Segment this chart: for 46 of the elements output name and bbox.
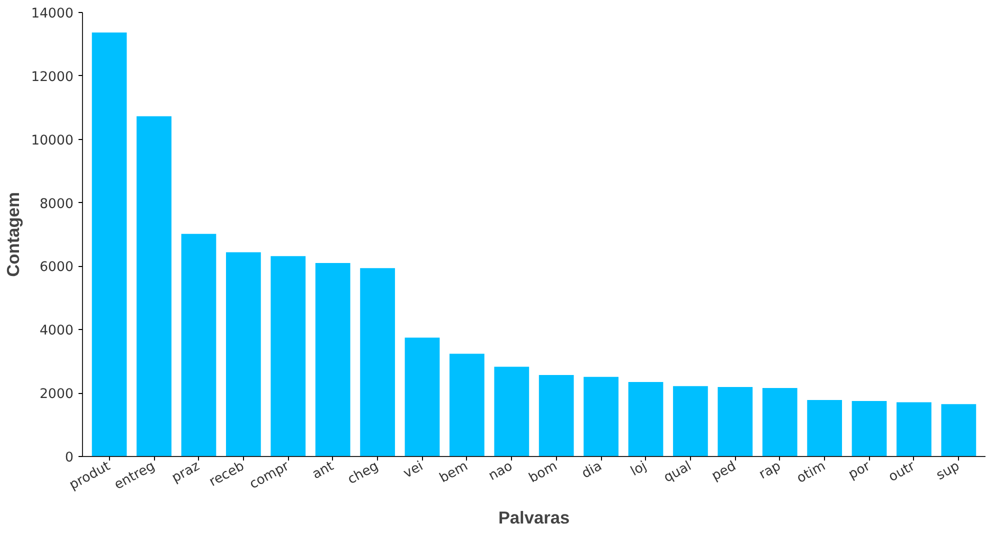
- y-tick-label: 10000: [31, 133, 74, 148]
- x-tick-label: loj: [628, 458, 650, 480]
- bar: [941, 404, 976, 456]
- x-tick-label: outr: [886, 458, 918, 486]
- y-axis-title: Contagem: [3, 192, 24, 277]
- x-tick-label: praz: [170, 458, 202, 486]
- bar: [136, 116, 172, 456]
- bar: [315, 263, 350, 456]
- x-tick-label: cheg: [345, 458, 382, 488]
- x-tick-label: rap: [756, 458, 784, 483]
- bar: [628, 382, 664, 456]
- bar: [226, 252, 261, 456]
- bar: [360, 268, 395, 456]
- y-tick-label: 4000: [40, 324, 74, 339]
- x-tick-label: nao: [486, 458, 516, 484]
- x-tick-label: vei: [401, 458, 426, 482]
- bar: [404, 338, 440, 456]
- bar: [181, 234, 216, 456]
- y-tick-label: 2000: [40, 387, 74, 402]
- bar: [807, 400, 842, 456]
- x-tick-label: sup: [934, 458, 962, 484]
- bar: [718, 387, 753, 456]
- y-tick-label: 8000: [40, 196, 74, 212]
- bar: [270, 256, 306, 456]
- bar: [896, 402, 932, 456]
- bar: [494, 366, 530, 456]
- bar: [852, 401, 887, 456]
- y-tick-label: 0: [65, 450, 74, 466]
- bar: [92, 32, 127, 456]
- x-tick-label: otim: [794, 458, 828, 486]
- y-tick-label: 14000: [31, 6, 74, 22]
- x-tick-label: qual: [662, 458, 694, 486]
- y-tick-label: 6000: [40, 260, 74, 276]
- y-tick-label: 12000: [31, 70, 74, 85]
- x-tick-label: por: [846, 458, 874, 483]
- bar: [673, 386, 708, 456]
- x-tick-label: bom: [526, 458, 560, 486]
- x-tick-label: bem: [437, 458, 471, 486]
- bar: [762, 388, 798, 456]
- x-tick-label: dia: [580, 458, 605, 482]
- bar: [538, 374, 574, 456]
- bar: [584, 376, 618, 456]
- bar: [450, 354, 484, 456]
- x-tick-label: ped: [710, 458, 739, 484]
- x-tick-label: ant: [310, 458, 336, 483]
- x-axis-title: Palvaras: [498, 508, 570, 528]
